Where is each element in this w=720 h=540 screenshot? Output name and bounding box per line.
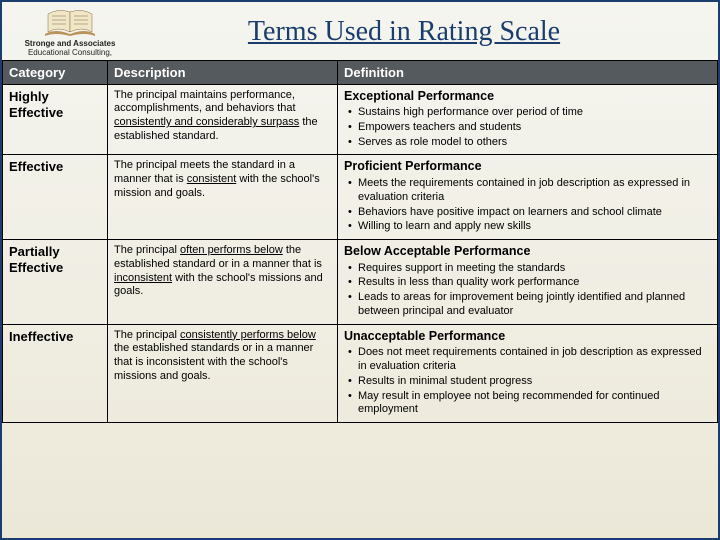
table-header-row: Category Description Definition: [3, 60, 718, 84]
header-category: Category: [3, 60, 108, 84]
definition-list: Requires support in meeting the standard…: [344, 262, 711, 319]
definition-heading: Unacceptable Performance: [344, 329, 711, 345]
definition-bullet: Serves as role model to others: [348, 136, 711, 150]
definition-list: Sustains high performance over period of…: [344, 106, 711, 149]
definition-cell: Below Acceptable Performance Requires sup…: [338, 240, 718, 325]
page-header: Stronge and Associates Educational Consu…: [2, 2, 718, 60]
definition-list: Meets the requirements contained in job …: [344, 177, 711, 234]
table-row: Partially EffectiveThe principal often p…: [3, 240, 718, 325]
definition-bullet: Leads to areas for improvement being joi…: [348, 291, 711, 319]
definition-bullet: May result in employee not being recomme…: [348, 390, 711, 418]
category-cell: Highly Effective: [3, 84, 108, 155]
category-cell: Ineffective: [3, 324, 108, 422]
definition-cell: Exceptional PerformanceSustains high per…: [338, 84, 718, 155]
header-description: Description: [108, 60, 338, 84]
description-cell: The principal meets the standard in a ma…: [108, 155, 338, 240]
category-cell: Partially Effective: [3, 240, 108, 325]
table-row: Highly EffectiveThe principal maintains …: [3, 84, 718, 155]
definition-bullet: Requires support in meeting the standard…: [348, 262, 711, 276]
org-name-line2: Educational Consulting,: [10, 49, 130, 58]
table-row: IneffectiveThe principal consistently pe…: [3, 324, 718, 422]
table-row: EffectiveThe principal meets the standar…: [3, 155, 718, 240]
definition-list: Does not meet requirements contained in …: [344, 346, 711, 417]
header-definition: Definition: [338, 60, 718, 84]
book-icon: [40, 6, 100, 38]
definition-cell: Unacceptable PerformanceDoes not meet re…: [338, 324, 718, 422]
definition-bullet: Sustains high performance over period of…: [348, 106, 711, 120]
page-title: Terms Used in Rating Scale: [130, 16, 708, 48]
definition-bullet: Empowers teachers and students: [348, 121, 711, 135]
definition-bullet: Behaviors have positive impact on learne…: [348, 206, 711, 220]
definition-bullet: Willing to learn and apply new skills: [348, 220, 711, 234]
definition-bullet: Does not meet requirements contained in …: [348, 346, 711, 374]
definition-heading: Exceptional Performance: [344, 89, 711, 105]
definition-heading: Proficient Performance: [344, 159, 711, 175]
definition-bullet: Meets the requirements contained in job …: [348, 177, 711, 205]
description-cell: The principal maintains performance, acc…: [108, 84, 338, 155]
definition-bullet: Results in minimal student progress: [348, 375, 711, 389]
definition-cell: Proficient Performance Meets the requirem…: [338, 155, 718, 240]
org-logo-block: Stronge and Associates Educational Consu…: [10, 6, 130, 58]
definition-bullet: Results in less than quality work perfor…: [348, 276, 711, 290]
rating-table: Category Description Definition Highly E…: [2, 60, 718, 424]
description-cell: The principal often performs below the e…: [108, 240, 338, 325]
description-cell: The principal consistently performs belo…: [108, 324, 338, 422]
category-cell: Effective: [3, 155, 108, 240]
definition-heading: Below Acceptable Performance: [344, 244, 711, 260]
